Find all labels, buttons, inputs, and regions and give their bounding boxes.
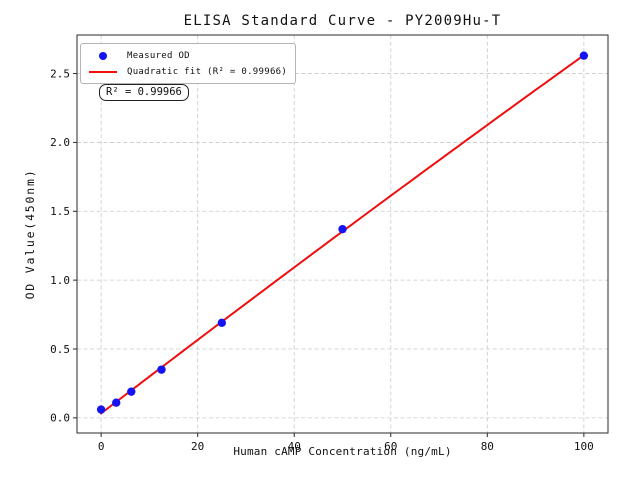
x-tick-label: 60 [384, 440, 397, 453]
y-tick-label: 0.0 [50, 412, 70, 425]
data-point [157, 365, 166, 374]
x-tick-label: 80 [481, 440, 494, 453]
x-tick-label: 40 [288, 440, 301, 453]
chart-title: ELISA Standard Curve - PY2009Hu-T [183, 13, 502, 29]
y-tick-label: 2.0 [50, 136, 70, 149]
x-tick-label: 100 [574, 440, 594, 453]
data-point [338, 224, 347, 234]
y-tick-label: 1.0 [50, 274, 70, 287]
legend-swatch [87, 70, 119, 73]
data-point [127, 387, 136, 396]
y-tick-label: 2.5 [50, 67, 70, 80]
legend-dot-marker [99, 51, 107, 60]
legend-item-measured-od: Measured OD [87, 49, 287, 62]
legend-label-measured-od: Measured OD [127, 50, 190, 61]
y-tick-label: 1.5 [50, 205, 70, 218]
r-squared-annotation: R² = 0.99966 [99, 84, 189, 101]
data-point [579, 51, 589, 60]
legend-line-marker [89, 70, 117, 73]
data-point [217, 318, 227, 328]
data-point [96, 405, 106, 414]
legend-label-quadratic-fit: Quadratic fit (R² = 0.99966) [127, 66, 288, 77]
x-axis-label: Human cAMP Concentration (ng/mL) [233, 445, 452, 458]
x-tick-label: 0 [98, 440, 105, 453]
x-tick-label: 20 [191, 440, 204, 453]
data-point [112, 398, 121, 407]
legend: Measured OD Quadratic fit (R² = 0.99966) [80, 43, 297, 84]
legend-swatch [87, 51, 119, 60]
legend-item-quadratic-fit: Quadratic fit (R² = 0.99966) [87, 65, 287, 78]
plot-border [76, 34, 609, 434]
fit-line [100, 54, 585, 415]
y-axis-label: OD Value(450nm) [23, 168, 37, 300]
y-tick-label: 0.5 [50, 343, 70, 356]
